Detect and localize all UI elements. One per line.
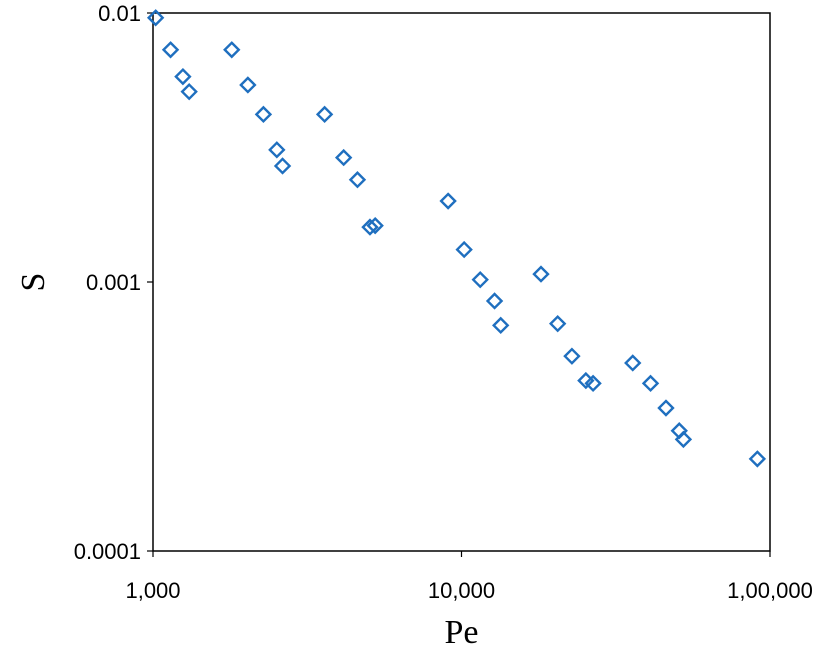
data-point [180, 82, 198, 101]
data-point [471, 270, 489, 289]
data-point [146, 9, 165, 27]
data-point [254, 105, 273, 124]
data-point [439, 192, 457, 210]
data-point [641, 374, 660, 393]
data-point [334, 148, 353, 167]
y-tick-label: 0.0001 [74, 539, 141, 564]
data-point [492, 316, 510, 335]
x-axis-title: Pe [445, 614, 479, 651]
x-tick-label: 10,000 [428, 578, 495, 603]
data-point [563, 347, 581, 365]
data-point [174, 67, 192, 86]
y-tick-label: 0.001 [86, 270, 141, 295]
data-point [273, 157, 292, 175]
x-tick-label: 1,00,000 [727, 578, 813, 603]
plot-area [152, 12, 771, 552]
data-point [532, 265, 550, 283]
data-point [584, 374, 602, 393]
data-point [348, 171, 367, 189]
x-tick-label: 1,000 [125, 578, 180, 603]
y-axis: 0.0001 0.001 0.01 [74, 1, 153, 564]
y-axis-title: S [15, 273, 52, 292]
data-point [223, 41, 241, 59]
data-point [366, 216, 384, 235]
y-tick-label: 0.01 [98, 1, 141, 26]
data-point [361, 218, 379, 236]
data-point [674, 430, 693, 449]
x-axis: 1,000 10,000 1,00,000 [125, 551, 813, 603]
data-point [548, 314, 567, 333]
data-series [146, 9, 767, 468]
data-point [577, 371, 595, 390]
data-point [455, 240, 473, 259]
data-point [161, 41, 180, 59]
data-point [657, 399, 675, 417]
data-point [624, 354, 642, 372]
data-point [268, 141, 286, 159]
data-point [239, 76, 257, 94]
data-point [485, 292, 504, 310]
data-point [315, 105, 334, 124]
data-point [748, 450, 767, 468]
